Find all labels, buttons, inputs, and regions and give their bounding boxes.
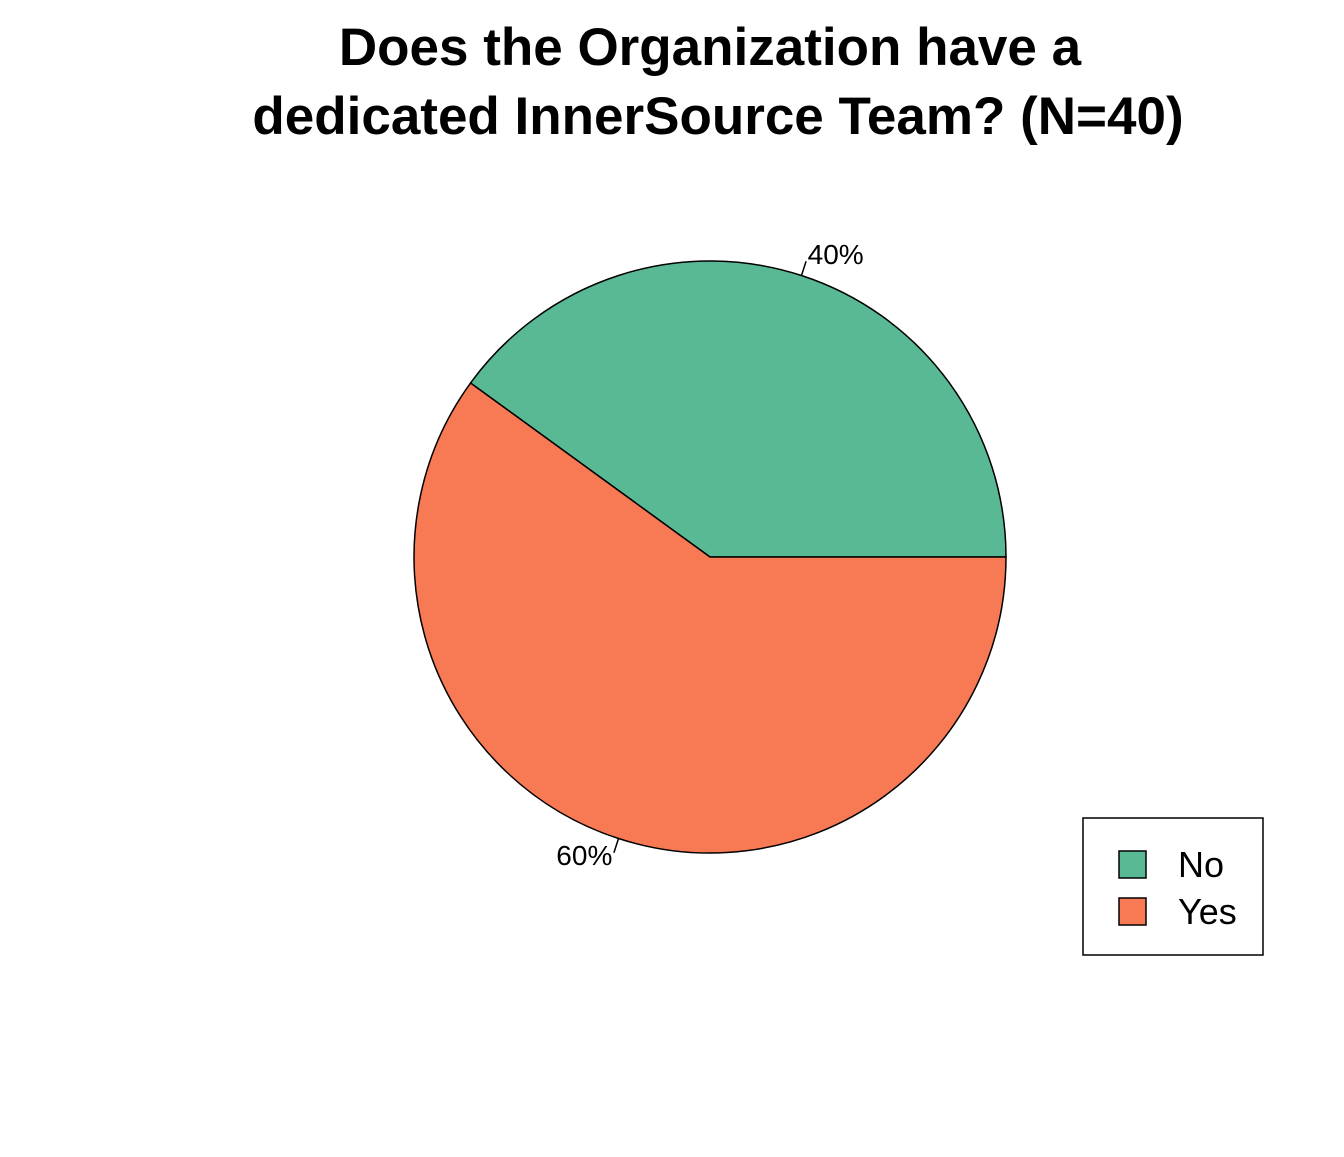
chart-title: Does the Organization have a dedicated I… xyxy=(252,18,1183,146)
pie-slice-no xyxy=(469,260,1007,558)
legend: No Yes xyxy=(1082,817,1264,956)
pie-label-tick-yes xyxy=(613,838,620,854)
legend-box xyxy=(1082,817,1264,956)
legend-swatch-no xyxy=(1118,850,1147,879)
legend-label-yes: Yes xyxy=(1178,891,1237,932)
chart-title-line-1: Does the Organization have a xyxy=(339,18,1082,77)
pie-label-no: 40% xyxy=(808,239,864,270)
pie-label-yes: 60% xyxy=(556,840,612,871)
pie-slices xyxy=(413,260,1007,854)
pie-slice-labels: 40% 60% xyxy=(556,239,863,871)
legend-swatch-yes xyxy=(1118,897,1147,926)
chart-title-line-2: dedicated InnerSource Team? (N=40) xyxy=(252,87,1183,146)
pie-label-tick-no xyxy=(800,260,807,276)
legend-label-no: No xyxy=(1178,844,1224,885)
